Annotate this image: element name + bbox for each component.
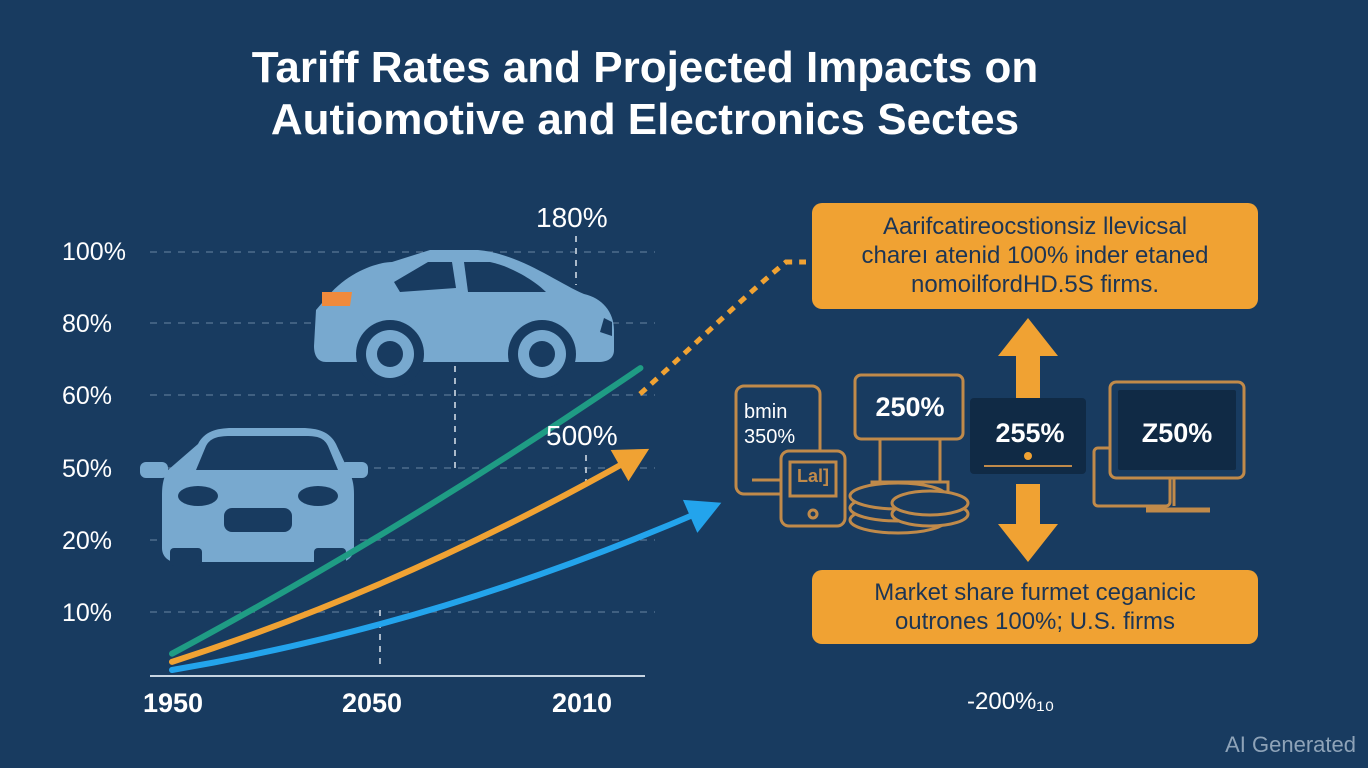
- annotation-500: 500%: [546, 420, 618, 451]
- series-arrowhead: [682, 499, 722, 533]
- callout-bottom-line: outrones 100%; U.S. firms: [894, 608, 1176, 635]
- car-side-icon: [314, 250, 614, 388]
- display-icon: [970, 398, 1086, 474]
- watermark: AI Generated: [1225, 732, 1356, 757]
- tablet-icon: [779, 449, 847, 528]
- y-tick-label: 50%: [62, 455, 113, 483]
- display-value: 255%: [995, 418, 1065, 448]
- monitor-icon: [1092, 380, 1246, 513]
- phone-text: bmin 350%: [744, 400, 816, 450]
- callout-bottom: Market share furmet ceganicic outrones 1…: [812, 570, 1258, 644]
- tablet-text: Lal]: [796, 466, 829, 486]
- marker-lines: [379, 236, 587, 666]
- y-tick-label: 100%: [62, 238, 126, 266]
- phone-text-line: bmin: [744, 401, 788, 423]
- double-arrow-icon: [998, 318, 1058, 562]
- x-tick-label: 2050: [342, 688, 403, 718]
- series-line: [169, 503, 716, 673]
- monitor-value: Z50%: [1141, 418, 1213, 448]
- callout-top-line: nomoilfordHD.5S firms.: [910, 271, 1160, 298]
- x-tick-label: 2010: [552, 688, 613, 718]
- callout-top: Aarifcatireocstionsiz llevicsal chareı a…: [812, 203, 1258, 309]
- y-tick-label: 10%: [62, 599, 113, 627]
- series-arrowhead: [610, 448, 650, 482]
- y-tick-label: 20%: [62, 527, 113, 555]
- phone-icon: [734, 384, 822, 496]
- y-tick-label: 60%: [62, 382, 113, 410]
- car-front-icon: [140, 428, 368, 566]
- annotation-180: 180%: [536, 202, 608, 233]
- printer-value: 250%: [875, 392, 945, 422]
- callout-top-line: Aarifcatireocstionsiz llevicsal: [882, 213, 1188, 240]
- series-line: [169, 365, 644, 657]
- y-tick-label: 80%: [62, 310, 113, 338]
- x-tick-label: 1950: [143, 688, 204, 718]
- chart-title-line2: Autiomotive and Electronics Sectes: [270, 95, 1020, 144]
- series-line: [169, 450, 644, 665]
- phone-text-line: 350%: [744, 426, 796, 448]
- footer-value: -200%₁₀: [967, 688, 1055, 715]
- coins-icon: [848, 481, 970, 535]
- chart-title-line1: Tariff Rates and Projected Impacts on: [251, 43, 1039, 92]
- callout-connector: [638, 259, 806, 396]
- callout-bottom-line: Market share furmet ceganicic: [874, 579, 1196, 606]
- callout-top-line: chareı atenid 100% inder etaned: [861, 242, 1209, 269]
- series-layer: [169, 365, 722, 673]
